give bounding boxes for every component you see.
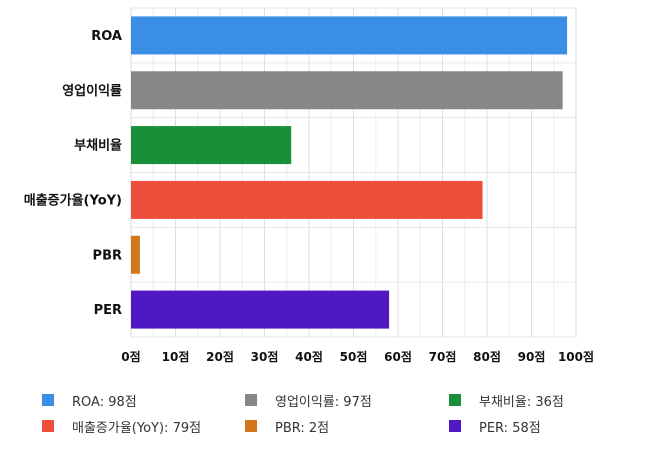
- bar-1: [131, 71, 563, 110]
- legend-swatch: [449, 420, 461, 432]
- category-label: ROA: [91, 29, 122, 44]
- grid-lines: [130, 7, 577, 338]
- legend-label: ROA: 98점: [72, 394, 137, 410]
- category-label: PBR: [93, 248, 122, 263]
- bar-2: [131, 126, 292, 165]
- legend-swatch: [449, 394, 461, 406]
- x-tick-label: 40점: [295, 349, 323, 364]
- legend-item[interactable]: 영업이익률: 97점: [245, 390, 372, 410]
- legend-item[interactable]: 매출증가율(YoY): 79점: [42, 416, 201, 436]
- x-tick-labels: 0점 10점 20점 30점 40점 50점 60점 70점 80점 90점 100점: [121, 349, 594, 364]
- legend-item[interactable]: PER: 58점: [449, 416, 541, 436]
- bars: [131, 16, 568, 329]
- legend-label: PER: 58점: [479, 420, 541, 436]
- legend-label: 매출증가율(YoY): 79점: [72, 420, 202, 436]
- category-label: PER: [94, 303, 122, 318]
- x-tick-label: 30점: [251, 349, 279, 364]
- category-label: 영업이익률: [62, 83, 122, 99]
- bar-5: [131, 290, 390, 329]
- legend-item[interactable]: ROA: 98점: [42, 390, 137, 410]
- x-tick-label: 70점: [429, 349, 457, 364]
- legend-label: PBR: 2점: [275, 420, 330, 436]
- x-tick-label: 80점: [473, 349, 501, 364]
- x-tick-label: 20점: [206, 349, 234, 364]
- x-tick-label: 90점: [518, 349, 546, 364]
- legend-swatch: [42, 394, 54, 406]
- category-label: 부채비율: [74, 138, 122, 154]
- legend-item[interactable]: 부채비율: 36점: [449, 390, 564, 410]
- bar-0: [131, 16, 568, 55]
- legend-label: 영업이익률: 97점: [275, 394, 372, 410]
- legend-item[interactable]: PBR: 2점: [245, 416, 329, 436]
- x-tick-label: 10점: [162, 349, 190, 364]
- legend-swatch: [42, 420, 54, 432]
- bar-3: [131, 180, 483, 219]
- category-label: 매출증가율(YoY): [24, 192, 122, 208]
- bar-4: [131, 235, 140, 274]
- x-tick-label: 60점: [384, 349, 412, 364]
- legend-label: 부채비율: 36점: [479, 394, 564, 410]
- legend-swatch: [245, 394, 257, 406]
- x-tick-label: 0점: [121, 349, 140, 364]
- legend-swatch: [245, 420, 257, 432]
- x-tick-label: 100점: [558, 349, 594, 364]
- x-tick-label: 50점: [340, 349, 368, 364]
